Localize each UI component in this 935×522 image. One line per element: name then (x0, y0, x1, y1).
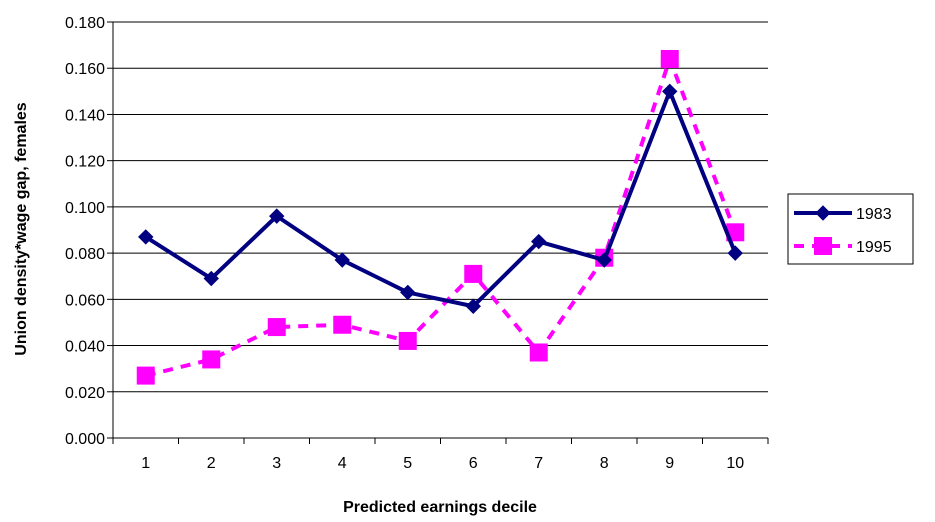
y-tick-label: 0.180 (65, 15, 105, 32)
series-1983 (138, 83, 743, 314)
data-point (203, 270, 219, 287)
data-point (333, 315, 352, 334)
legend-marker (814, 237, 832, 255)
legend-marker (815, 205, 831, 221)
x-tick-label: 2 (207, 455, 216, 472)
legend: 1983 1995 (787, 193, 914, 265)
y-tick-label: 0.020 (65, 385, 105, 402)
data-point (662, 83, 678, 100)
series-layer (136, 49, 745, 385)
series-line (144, 89, 738, 309)
x-tick-label: 6 (469, 455, 478, 472)
legend-box (787, 193, 914, 265)
data-point (269, 208, 285, 224)
y-axis-ticks: 0.000 0.020 0.040 0.060 0.080 0.100 0.120 0.140… (65, 15, 113, 448)
y-tick-label: 0.040 (65, 339, 105, 356)
data-point (398, 331, 417, 350)
y-tick-label: 0.060 (65, 292, 105, 309)
legend-item: 1983 (794, 205, 892, 223)
x-tick-label: 1 (141, 455, 150, 472)
x-tick-label: 7 (534, 455, 543, 472)
data-point (334, 252, 350, 268)
gridlines (113, 21, 768, 393)
legend-label: 1995 (856, 239, 892, 256)
data-point (202, 350, 221, 369)
data-point (465, 298, 481, 314)
series-1995 (136, 49, 745, 385)
data-point (531, 233, 547, 250)
legend-label: 1983 (856, 206, 892, 223)
x-axis-title: Predicted earnings decile (343, 499, 537, 516)
y-tick-label: 0.100 (65, 200, 105, 217)
x-tick-label: 9 (665, 455, 674, 472)
data-point (136, 366, 155, 385)
data-point (596, 252, 612, 268)
x-axis-ticks: 1 2 3 4 5 6 7 8 9 10 (112, 438, 769, 472)
y-tick-label: 0.160 (65, 61, 105, 78)
data-point (464, 264, 483, 283)
data-point (400, 284, 416, 301)
x-tick-label: 10 (726, 455, 744, 472)
x-tick-label: 5 (403, 455, 412, 472)
y-tick-label: 0.000 (65, 431, 105, 448)
y-tick-label: 0.080 (65, 246, 105, 263)
x-tick-label: 3 (272, 455, 281, 472)
series-line (145, 56, 738, 378)
data-point (138, 229, 154, 245)
y-tick-label: 0.140 (65, 107, 105, 124)
legend-item: 1995 (794, 237, 892, 256)
data-point (529, 343, 548, 362)
y-tick-label: 0.120 (65, 154, 105, 171)
data-point (267, 318, 286, 337)
y-axis-title: Union density*wage gap, females (13, 102, 30, 356)
data-point (727, 245, 743, 261)
x-tick-label: 8 (600, 455, 609, 472)
data-point (660, 49, 679, 68)
x-tick-label: 4 (338, 455, 347, 472)
